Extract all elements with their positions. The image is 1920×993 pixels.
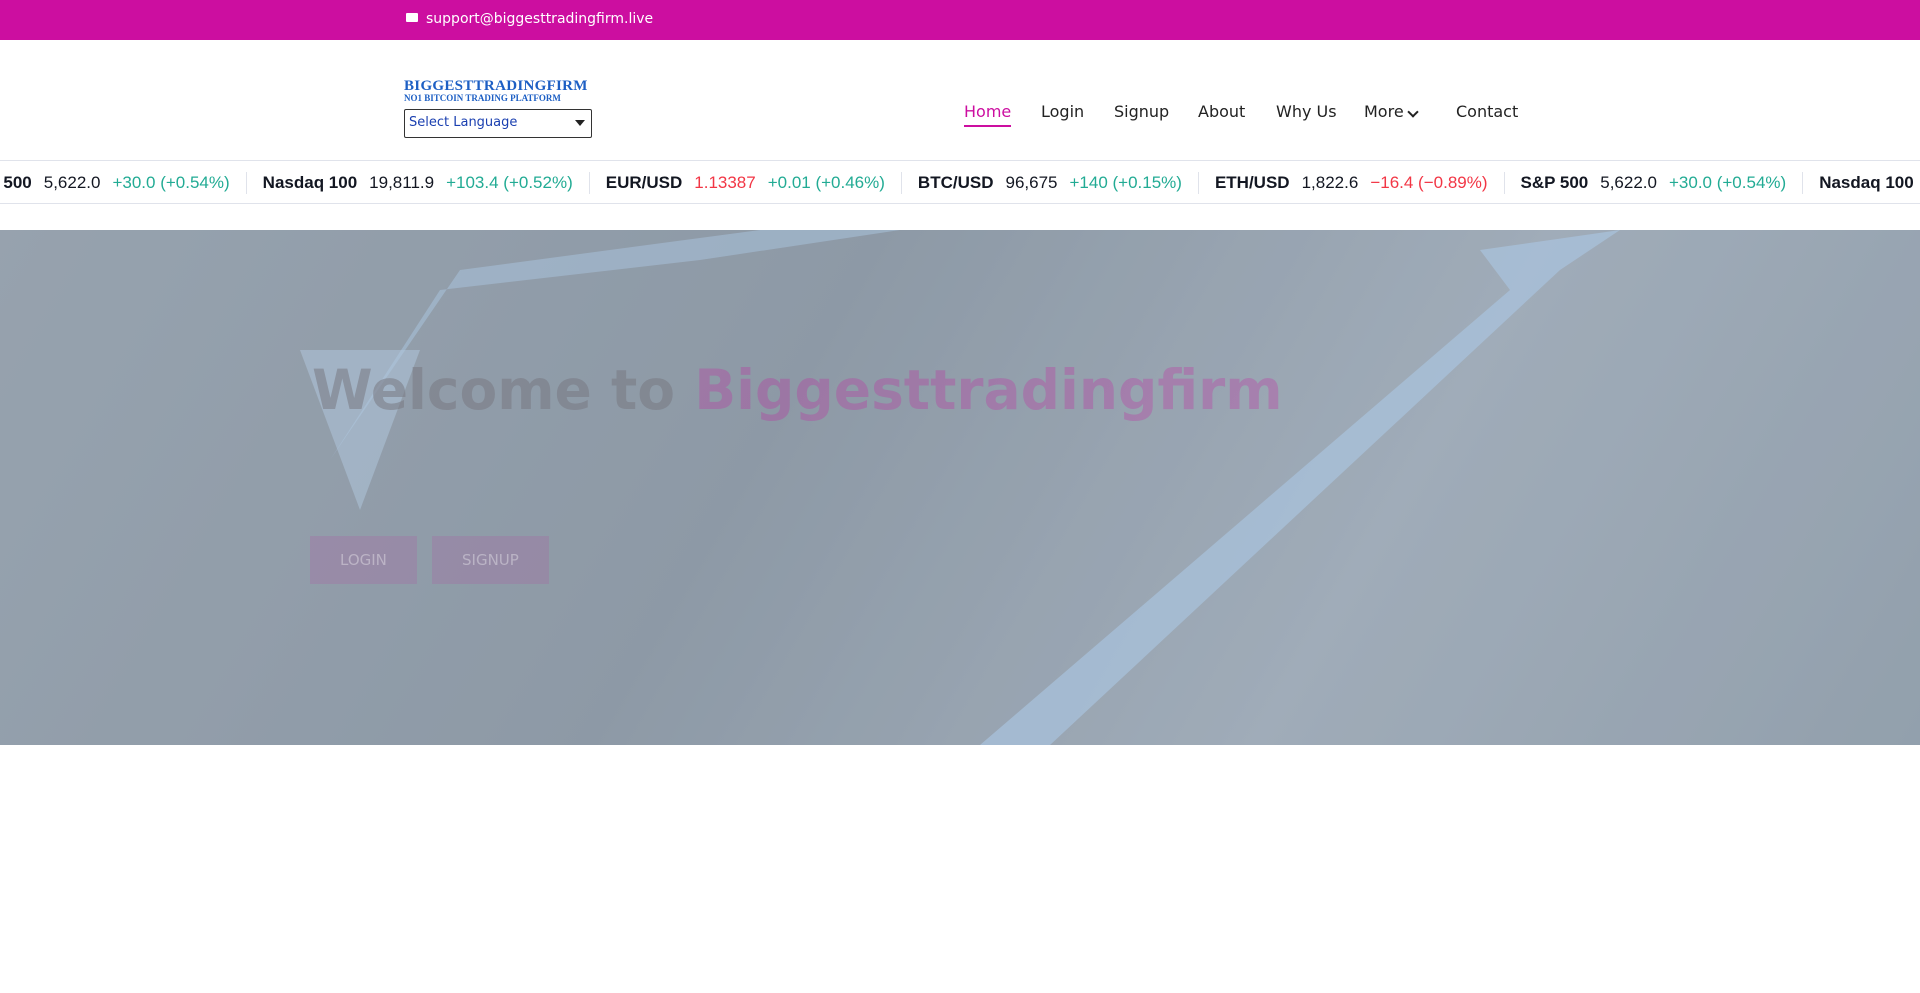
ticker-price: 19,811.9: [369, 173, 435, 192]
ticker-tape: S&P 500 5,622.0 +30.0 (+0.54%) Nasdaq 100 19…: [0, 160, 1920, 204]
support-email[interactable]: support@biggesttradingfirm.live: [426, 11, 654, 27]
ticker-price: 5,622.0: [43, 173, 101, 192]
ticker-name: BTC/USD: [917, 173, 994, 192]
ticker-item[interactable]: S&P 500 5,622.0 +30.0 (+0.54%): [1505, 172, 1804, 194]
nav-link[interactable]: Why Us: [1276, 102, 1337, 121]
nav-link[interactable]: Signup: [1114, 102, 1170, 121]
ticker-item[interactable]: S&P 500 5,622.0 +30.0 (+0.54%): [0, 172, 247, 194]
hero-button[interactable]: SIGNUP: [432, 536, 549, 584]
heading-brand: Biggesttradingfirm: [694, 358, 1283, 422]
hero-veil: [0, 230, 1920, 745]
logo-subtitle: NO1 BITCOIN TRADING PLATFORM: [404, 93, 561, 103]
dropdown-chevron: [1407, 106, 1419, 118]
nav-link[interactable]: Login: [1041, 102, 1085, 121]
ticker-name: Nasdaq 100: [262, 173, 358, 192]
logo-title: BIGGESTTRADINGFIRM: [404, 78, 588, 94]
ticker-item[interactable]: BTC/USD 96,675 +140 (+0.15%): [902, 172, 1199, 194]
ticker-change: +140 (+0.15%): [1069, 173, 1182, 192]
nav-link[interactable]: Contact: [1456, 102, 1519, 121]
hero: Welcome to Biggesttradingfirm LOGIN SIGN…: [0, 230, 1920, 745]
ticker-price: 1,822.6: [1301, 173, 1359, 192]
hero-heading: Welcome to Biggesttradingfirm: [312, 358, 1283, 422]
ticker-price: 5,622.0: [1600, 173, 1657, 192]
ticker-name: EUR/USD: [605, 173, 683, 192]
ticker-item[interactable]: Nasdaq 100 19,811.9 +103.4 (+0.52%): [247, 172, 590, 194]
ticker-price: 1.13387: [694, 173, 756, 192]
nav-link[interactable]: Home: [964, 102, 1012, 127]
ticker-change: −16.4 (−0.89%): [1370, 173, 1488, 192]
ticker-price: 96,675: [1005, 173, 1058, 192]
nav-link[interactable]: About: [1198, 102, 1246, 121]
ticker-change: +103.4 (+0.52%): [446, 173, 573, 192]
language-select[interactable]: Select Language: [404, 109, 592, 138]
ticker-item[interactable]: ETH/USD 1,822.6 −16.4 (−0.89%): [1199, 172, 1505, 194]
hero-button[interactable]: LOGIN: [310, 536, 417, 584]
mail-icon: [406, 13, 418, 22]
top-bar: support@biggesttradingfirm.live: [0, 0, 1920, 40]
hero-background: [0, 230, 1920, 745]
ticker-change: +0.01 (+0.46%): [767, 173, 885, 192]
nav-link[interactable]: More: [1364, 102, 1404, 121]
ticker-name: ETH/USD: [1214, 173, 1290, 192]
ticker-name: S&P 500: [0, 173, 32, 192]
ticker-change: +30.0 (+0.54%): [1668, 173, 1787, 192]
logo[interactable]: BIGGESTTRADINGFIRM NO1 BITCOIN TRADING P…: [404, 78, 588, 103]
ticker-track: S&P 500 5,622.0 +30.0 (+0.54%) Nasdaq 100 19…: [0, 161, 1920, 203]
heading-start: Welcome to: [312, 358, 676, 422]
ticker-item[interactable]: EUR/USD 1.13387 +0.01 (+0.46%): [590, 172, 902, 194]
ticker-name: Nasdaq 100: [1819, 173, 1914, 192]
ticker-change: +30.0 (+0.54%): [112, 173, 230, 192]
ticker-name: S&P 500: [1520, 173, 1589, 192]
